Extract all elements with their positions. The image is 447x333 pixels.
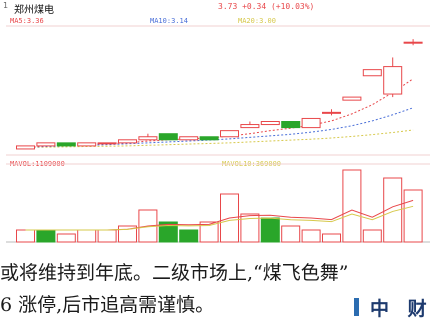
volume-bar — [301, 229, 321, 243]
volume-bar — [362, 229, 382, 243]
candle-body — [383, 66, 403, 95]
article-text: 或将维持到年底。二级市场上,“煤飞色舞” 6 涨停,后市追高需谨慎。 中 财 — [0, 252, 447, 333]
candle-body — [138, 136, 158, 141]
article-line-1: 或将维持到年底。二级市场上,“煤飞色舞” — [0, 262, 349, 284]
stock-name: 郑州煤电 — [14, 5, 54, 16]
volume-bar — [36, 229, 56, 243]
candle-body — [260, 121, 280, 126]
ma5-label: MA5:3.36 — [10, 17, 44, 25]
ma10-line — [25, 107, 414, 148]
candle-body — [199, 136, 219, 141]
volume-bar — [77, 229, 97, 243]
article-line-2: 6 涨停,后市追高需谨慎。 — [0, 294, 215, 316]
candle-body — [97, 142, 117, 145]
candle-body — [36, 142, 56, 147]
volume-chart — [6, 163, 430, 243]
stock-chart-panel: 1 郑州煤电 3.73 +0.34 (+10.03%) MA5:3.36 MA1… — [0, 0, 447, 243]
candle-body — [158, 133, 178, 141]
volume-bar — [322, 233, 341, 243]
ma10-label: MA10:3.14 — [150, 17, 188, 25]
price-chart — [6, 25, 430, 156]
volume-bar — [342, 169, 362, 243]
volume-bar — [240, 213, 260, 243]
candle-body — [342, 96, 362, 101]
volume-bar — [56, 233, 76, 243]
panel-marker: 1 — [3, 1, 9, 10]
candle-body — [301, 117, 321, 129]
candle-body — [220, 130, 239, 138]
volume-bar — [383, 177, 403, 243]
chart-title-bar: 1 郑州煤电 3.73 +0.34 (+10.03%) — [0, 0, 447, 16]
volume-bar — [16, 229, 35, 243]
brand-bar-icon — [354, 298, 359, 316]
vol-ma10-line — [25, 205, 414, 231]
price-quote: 3.73 +0.34 (+10.03%) — [218, 2, 315, 11]
volume-bar — [179, 229, 199, 243]
candle-body — [77, 142, 97, 147]
ma5-line — [25, 78, 414, 148]
candle-body — [118, 139, 137, 144]
candle-body — [240, 124, 260, 129]
volume-bar — [260, 217, 280, 243]
volume-bar — [97, 229, 117, 243]
brand-text: 中 财 — [370, 298, 433, 320]
volume-bar — [403, 189, 423, 243]
candle-body — [403, 41, 423, 44]
ma20-line — [25, 129, 414, 148]
volume-bar — [158, 221, 178, 243]
volume-bar — [281, 225, 301, 243]
candle-body — [281, 121, 301, 129]
volume-bar — [199, 221, 219, 243]
candle-body — [56, 142, 76, 147]
ma20-label: MA20:3.00 — [238, 17, 276, 25]
candle-body — [322, 111, 341, 114]
candle-body — [16, 145, 35, 150]
candle-body — [362, 69, 382, 77]
candle-body — [179, 136, 199, 141]
